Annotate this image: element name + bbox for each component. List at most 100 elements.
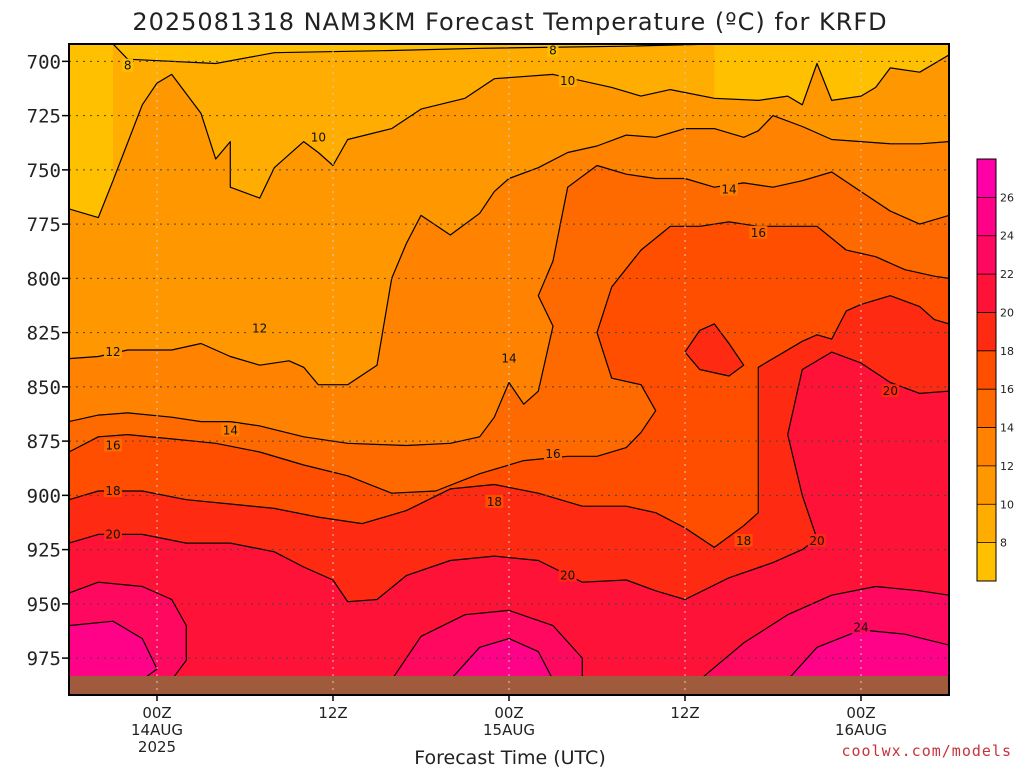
colorbar-swatch-22	[977, 235, 996, 275]
contour-label-16-0: 16	[105, 438, 120, 452]
contour-label-20-3: 20	[883, 384, 898, 398]
colorbar-label-12: 12	[1000, 460, 1014, 473]
y-tick-label-900: 900	[27, 485, 61, 507]
y-tick-label-825: 825	[27, 323, 61, 345]
contour-label-bg	[720, 182, 738, 196]
contour-label-18-1: 18	[487, 495, 502, 509]
contour-line-22-8	[69, 581, 187, 681]
temperature-fill-bands	[69, 44, 949, 695]
contour-label-8-0: 8	[124, 59, 132, 73]
colorbar-label-24: 24	[1000, 230, 1014, 243]
x-tick-label-4-1: 16AUG	[835, 721, 887, 739]
contour-label-bg	[485, 494, 504, 508]
contour-line-22-9	[391, 609, 583, 681]
contour-label-bg	[104, 484, 122, 498]
contour-label-14-0: 14	[223, 423, 238, 437]
x-tick-label-2-1: 15AUG	[483, 721, 535, 739]
contour-label-bg	[104, 438, 122, 452]
contour-line-18-5	[69, 295, 949, 548]
y-tick-label-775: 775	[27, 214, 61, 236]
colorbar-swatch-26	[977, 159, 996, 198]
source-credit: coolwx.com/models	[841, 742, 1012, 760]
y-tick-label-725: 725	[27, 106, 61, 128]
y-axis-ticks: 700 725 750 775 800 825 850 875 900 925 950 975	[27, 51, 69, 670]
colorbar-label-26: 26	[1000, 191, 1014, 204]
contour-line-24-11	[69, 620, 158, 681]
y-tick-label-800: 800	[27, 268, 61, 290]
contour-line-18-6	[684, 323, 745, 377]
colorbar-swatch-10	[977, 465, 996, 505]
y-tick-label-925: 925	[27, 540, 61, 562]
contour-label-bg	[547, 44, 559, 57]
contour-label-bg	[734, 533, 753, 547]
x-tick-label-2-0: 00Z	[494, 704, 523, 722]
colorbar-swatch-14	[977, 389, 996, 428]
colorbar-legend: 8 10 12 14 16 18 20 22 24 26	[976, 158, 1014, 582]
x-tick-label-3-0: 12Z	[670, 704, 699, 722]
contour-label-18-2: 18	[736, 534, 751, 548]
contour-line-22-10	[699, 585, 949, 681]
y-tick-label-950: 950	[27, 594, 61, 616]
y-tick-label-975: 975	[27, 648, 61, 670]
contour-label-bg	[309, 130, 328, 144]
contour-label-bg	[852, 620, 870, 634]
contour-line-14-3	[69, 164, 949, 447]
temperature-band-20-0	[69, 352, 949, 695]
contour-label-14-1: 14	[501, 352, 516, 366]
contour-label-12-0: 12	[105, 345, 120, 359]
contour-label-bg	[749, 225, 768, 239]
contour-label-10-0: 10	[311, 130, 326, 144]
contour-label-bg	[250, 321, 269, 335]
contour-label-bg	[808, 533, 826, 547]
contour-label-bg	[544, 447, 562, 461]
colorbar-swatch-12	[977, 427, 996, 466]
x-axis-label: Forecast Time (UTC)	[414, 747, 605, 768]
y-tick-label-750: 750	[27, 160, 61, 182]
colorbar-label-18: 18	[1000, 345, 1014, 358]
y-tick-label-700: 700	[27, 51, 61, 73]
temperature-band-18-1	[685, 323, 744, 376]
contour-label-20-1: 20	[560, 569, 575, 583]
colorbar-label-10: 10	[1000, 498, 1014, 511]
x-tick-label-4-0: 00Z	[846, 704, 875, 722]
contour-label-24-0: 24	[853, 621, 868, 635]
chart-title: 2025081318 NAM3KM Forecast Temperature (…	[132, 8, 887, 36]
colorbar-swatch-20	[977, 274, 996, 313]
contour-label-bg	[104, 527, 122, 541]
colorbar-label-20: 20	[1000, 306, 1014, 319]
colorbar-swatch-8	[977, 504, 996, 543]
contour-label-18-0: 18	[105, 484, 120, 498]
contour-label-8-1: 8	[549, 44, 557, 58]
x-tick-label-0-2: 2025	[138, 738, 176, 756]
y-tick-label-850: 850	[27, 377, 61, 399]
colorbar-swatch-24	[977, 197, 996, 236]
contour-label-bg	[122, 58, 134, 72]
contour-line-10-1	[69, 54, 949, 219]
contour-label-bg	[558, 568, 577, 582]
colorbar-label-14: 14	[1000, 422, 1014, 435]
colorbar-label-16: 16	[1000, 383, 1014, 396]
y-tick-label-875: 875	[27, 431, 61, 453]
colorbar-swatch-6	[977, 542, 996, 581]
contour-label-bg	[500, 351, 518, 365]
colorbar-label-22: 22	[1000, 268, 1014, 281]
contour-label-bg	[104, 345, 122, 359]
contour-label-bg	[558, 73, 577, 87]
x-tick-label-0-1: 14AUG	[131, 721, 183, 739]
contour-label-10-1: 10	[560, 74, 575, 88]
x-tick-label-0-0: 00Z	[142, 704, 171, 722]
colorbar-swatch-18	[977, 312, 996, 351]
contour-label-14-2: 14	[721, 182, 736, 196]
x-tick-label-1-0: 12Z	[318, 704, 347, 722]
colorbar-label-8: 8	[1000, 537, 1007, 550]
contour-label-16-2: 16	[751, 226, 766, 240]
contour-labels: 8 8 10 10 12 12 14 14 14 16 16 16 18 18 18 20 20 20 20 24	[104, 44, 900, 635]
contour-line-12-2	[69, 115, 949, 386]
contour-label-bg	[881, 384, 900, 398]
contour-label-bg	[221, 423, 240, 437]
contour-label-20-2: 20	[809, 534, 824, 548]
contour-label-12-1: 12	[252, 321, 267, 335]
contour-label-16-1: 16	[545, 447, 560, 461]
